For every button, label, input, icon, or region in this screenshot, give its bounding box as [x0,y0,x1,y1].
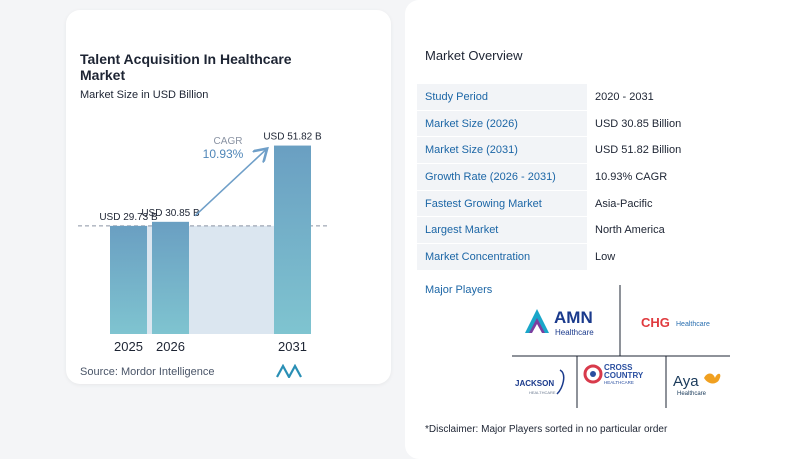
bar-chart: USD 29.73 B 2025 USD 30.85 B 2026 USD 51.82 … [78,132,328,354]
row-label: Fastest Growing Market [425,197,542,210]
row-value: Low [587,244,792,270]
table-row: Largest Market North America [417,217,792,245]
table-row: Market Size (2031) USD 51.82 Billion [417,137,792,165]
cagr-arrow [194,150,266,217]
svg-text:CROSS: CROSS [604,363,633,372]
mordor-logo-icon [276,364,302,378]
row-label: Largest Market [425,224,499,237]
row-value: 10.93% CAGR [587,164,792,190]
row-value: USD 51.82 Billion [587,137,792,164]
bar-2031 [274,145,311,334]
cagr-value: 10.93% [203,147,244,161]
table-row: Study Period 2020 - 2031 [417,84,792,111]
row-label: Study Period [425,90,488,103]
chart-subtitle: Market Size in USD Billion [80,89,209,101]
amn-healthcare-logo-icon: AMN Healthcare [525,308,594,337]
players-logo-grid: AMN Healthcare CHG Healthcare JACKSON HE… [512,285,730,408]
chart-card: Talent Acquisition In Healthcare Market … [66,10,391,384]
data-label-2025: USD 29.73 B [99,212,158,223]
chg-healthcare-logo-icon: CHG Healthcare [641,315,710,330]
row-value: 2020 - 2031 [587,84,792,110]
svg-text:Aya: Aya [673,373,699,390]
table-row: Growth Rate (2026 - 2031) 10.93% CAGR [417,164,792,191]
svg-text:Healthcare: Healthcare [555,328,594,337]
tick-label-2025: 2025 [114,339,143,354]
disclaimer: *Disclaimer: Major Players sorted in no … [425,424,668,435]
svg-text:Healthcare: Healthcare [677,391,707,397]
cross-country-logo-icon: CROSS COUNTRY HEALTHCARE [583,363,644,385]
data-label-2026: USD 30.85 B [141,208,200,219]
row-value: North America [587,217,792,244]
svg-text:CHG: CHG [641,315,670,330]
aya-healthcare-logo-icon: Aya Healthcare [673,373,721,397]
bar-2026 [152,221,189,334]
tick-label-2031: 2031 [278,339,307,354]
table-row: Market Size (2026) USD 30.85 Billion [417,110,792,138]
svg-text:JACKSON: JACKSON [515,379,554,388]
cagr-label: CAGR [214,136,243,147]
bar-2025 [110,225,147,334]
major-players-title: Major Players [425,284,493,296]
jackson-healthcare-logo-icon: JACKSON HEALTHCARE [515,369,565,395]
row-value: Asia-Pacific [587,190,792,217]
row-value: USD 30.85 Billion [587,110,792,137]
data-label-2031: USD 51.82 B [263,132,322,143]
tick-label-2026: 2026 [156,339,185,354]
row-label: Market Size (2026) [425,117,518,130]
svg-text:HEALTHCARE: HEALTHCARE [529,390,556,395]
source-note: Source: Mordor Intelligence [80,366,215,378]
chart-title: Talent Acquisition In Healthcare Market [80,51,292,83]
row-label: Market Concentration [425,250,531,263]
table-row: Market Concentration Low [417,244,792,271]
overview-card: Market Overview Study Period 2020 - 2031 … [405,0,800,459]
table-row: Fastest Growing Market Asia-Pacific [417,190,792,218]
svg-text:Healthcare: Healthcare [676,321,710,328]
svg-text:HEALTHCARE: HEALTHCARE [604,380,634,385]
svg-text:AMN: AMN [554,308,593,327]
svg-text:COUNTRY: COUNTRY [604,371,644,380]
row-label: Market Size (2031) [425,144,518,157]
row-label: Growth Rate (2026 - 2031) [425,170,556,183]
overview-table: Study Period 2020 - 2031 Market Size (202… [417,84,792,271]
overview-title: Market Overview [425,48,523,63]
